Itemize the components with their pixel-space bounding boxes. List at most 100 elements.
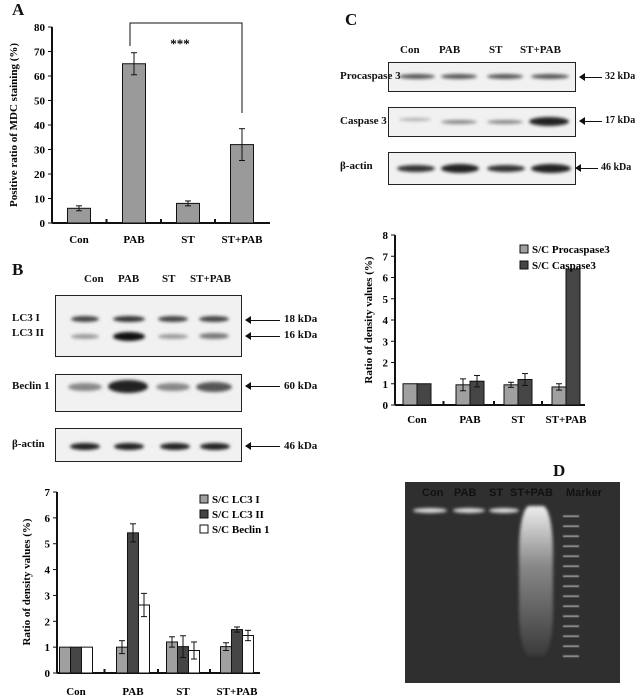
y-tick-label: 0 bbox=[383, 400, 389, 412]
gel-lane-label: ST bbox=[489, 487, 504, 499]
y-tick-label: 3 bbox=[383, 336, 389, 348]
x-tick-label: ST bbox=[181, 234, 195, 246]
size-label: 18 kDa bbox=[284, 313, 318, 325]
y-tick-label: 8 bbox=[383, 230, 389, 242]
arrow-icon bbox=[245, 382, 280, 390]
beclin-blot bbox=[55, 374, 242, 412]
y-tick-label: 50 bbox=[34, 96, 46, 108]
gel-lane-label: Con bbox=[422, 487, 444, 499]
bar bbox=[81, 646, 93, 674]
lane-label: Con bbox=[84, 273, 104, 285]
significance-label: *** bbox=[170, 36, 190, 51]
lane-label: Con bbox=[400, 44, 420, 56]
bar bbox=[122, 63, 146, 224]
row-label: LC3 I bbox=[12, 312, 40, 324]
y-tick-label: 10 bbox=[34, 194, 46, 206]
y-tick-label: 2 bbox=[45, 616, 51, 628]
x-tick-label: PAB bbox=[459, 414, 481, 426]
y-tick-label: 5 bbox=[45, 539, 51, 551]
bar bbox=[59, 646, 71, 674]
panel-label-d: D bbox=[553, 461, 566, 480]
legend-label: S/C Beclin 1 bbox=[212, 524, 269, 536]
lane-label: PAB bbox=[118, 273, 140, 285]
lc3-blot bbox=[55, 295, 242, 357]
panel-label-c: C bbox=[345, 10, 358, 29]
y-axis-label: Ratio of density values (%) bbox=[363, 256, 375, 383]
y-tick-label: 0 bbox=[40, 218, 46, 230]
gel-lane-label: PAB bbox=[454, 487, 477, 499]
size-label: 60 kDa bbox=[284, 380, 318, 392]
y-tick-label: 30 bbox=[34, 145, 46, 157]
y-axis-label: Positive ratio of MDC staining (%) bbox=[8, 43, 20, 207]
y-tick-label: 1 bbox=[45, 642, 51, 654]
x-tick-label: ST+PAB bbox=[546, 414, 588, 426]
row-label: β-actin bbox=[12, 438, 45, 450]
row-label: β-actin bbox=[340, 160, 373, 172]
legend-swatch bbox=[519, 260, 529, 270]
lane-label: PAB bbox=[439, 44, 461, 56]
bar bbox=[70, 646, 82, 674]
lane-label: ST+PAB bbox=[520, 44, 561, 56]
y-tick-label: 2 bbox=[383, 358, 389, 370]
bar bbox=[416, 383, 432, 406]
size-label: 16 kDa bbox=[284, 329, 318, 341]
y-tick-label: 40 bbox=[34, 120, 46, 132]
y-tick-label: 7 bbox=[45, 487, 51, 499]
legend-swatch bbox=[199, 509, 209, 519]
procaspase-blot bbox=[388, 62, 576, 92]
arrow-icon bbox=[245, 442, 280, 450]
y-tick-label: 6 bbox=[383, 273, 389, 285]
actin-blot-b bbox=[55, 428, 242, 462]
actin-blot-c bbox=[388, 152, 576, 185]
y-tick-label: 0 bbox=[45, 668, 51, 680]
y-tick-label: 5 bbox=[383, 294, 389, 306]
legend-label: S/C Caspase3 bbox=[532, 260, 596, 272]
y-tick-label: 80 bbox=[34, 22, 46, 34]
gel-lane-label: ST+PAB bbox=[510, 487, 553, 499]
row-label: Beclin 1 bbox=[12, 380, 50, 392]
lane-label: ST bbox=[162, 273, 176, 285]
significance-bracket bbox=[129, 22, 243, 113]
bar bbox=[565, 268, 581, 406]
x-tick-label: PAB bbox=[122, 686, 144, 698]
x-tick-label: ST bbox=[511, 414, 525, 426]
x-tick-label: Con bbox=[66, 686, 86, 698]
dna-gel bbox=[405, 482, 620, 683]
lane-label: ST bbox=[489, 44, 503, 56]
y-tick-label: 7 bbox=[383, 251, 389, 263]
x-tick-label: ST+PAB bbox=[222, 234, 264, 246]
arrow-icon bbox=[245, 316, 280, 324]
arrow-icon bbox=[245, 332, 280, 340]
size-label: 46 kDa bbox=[284, 440, 318, 452]
bar bbox=[127, 532, 139, 674]
bar bbox=[402, 383, 418, 406]
legend-swatch bbox=[199, 494, 209, 504]
arrow-icon bbox=[579, 73, 602, 81]
y-tick-label: 70 bbox=[34, 47, 46, 59]
caspase-blot bbox=[388, 107, 576, 137]
size-label: 17 kDa bbox=[605, 115, 636, 126]
legend-label: S/C LC3 I bbox=[212, 494, 260, 506]
arrow-icon bbox=[579, 117, 602, 125]
row-label: Caspase 3 bbox=[340, 115, 387, 127]
y-tick-label: 3 bbox=[45, 590, 51, 602]
legend-label: S/C Procaspase3 bbox=[532, 244, 610, 256]
x-tick-label: Con bbox=[407, 414, 427, 426]
y-tick-label: 4 bbox=[45, 565, 51, 577]
legend-swatch bbox=[519, 244, 529, 254]
y-tick-label: 1 bbox=[383, 379, 389, 391]
panel-label-a: A bbox=[12, 0, 25, 19]
arrow-icon bbox=[575, 164, 598, 172]
size-label: 32 kDa bbox=[605, 71, 636, 82]
legend-label: S/C LC3 II bbox=[212, 509, 264, 521]
bar bbox=[231, 629, 243, 674]
row-label: Procaspase 3 bbox=[340, 70, 401, 82]
x-tick-label: ST+PAB bbox=[217, 686, 259, 698]
legend-swatch bbox=[199, 524, 209, 534]
x-tick-label: ST bbox=[176, 686, 190, 698]
row-label: LC3 II bbox=[12, 327, 45, 339]
gel-lane-label: Marker bbox=[566, 487, 603, 499]
lane-label: ST+PAB bbox=[190, 273, 231, 285]
panel-label-b: B bbox=[12, 260, 24, 279]
